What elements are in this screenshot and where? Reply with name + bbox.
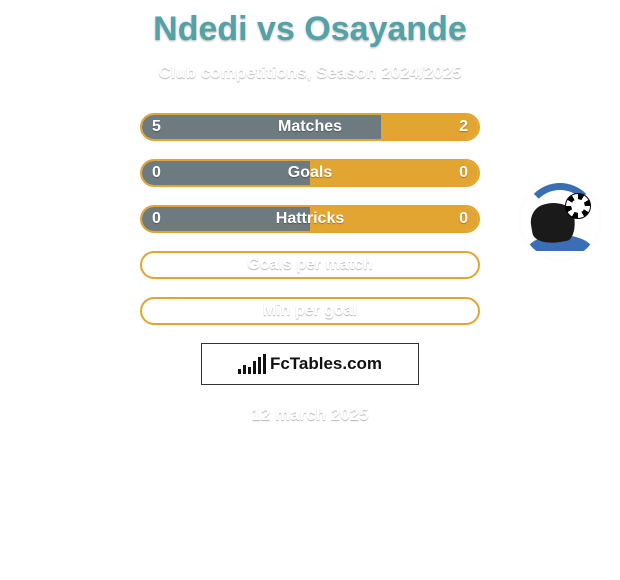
stat-row: 52Matches bbox=[140, 113, 480, 141]
fctables-label: FcTables.com bbox=[270, 354, 382, 374]
stat-row: Min per goal bbox=[140, 297, 480, 325]
stat-row: Goals per match bbox=[140, 251, 480, 279]
stat-row: 00Hattricks bbox=[140, 205, 480, 233]
stats-rows: 52Matches00Goals00HattricksGoals per mat… bbox=[0, 113, 620, 325]
player-right-name: Osayande bbox=[304, 10, 467, 48]
date-label: 12 march 2025 bbox=[0, 405, 620, 425]
stat-value-right: 0 bbox=[449, 164, 478, 182]
page-title: Ndedi vs Osayande bbox=[0, 0, 620, 49]
player-left-name: Ndedi bbox=[153, 10, 247, 48]
stat-value-left: 0 bbox=[142, 210, 171, 228]
stat-row: 00Goals bbox=[140, 159, 480, 187]
season-subtitle: Club competitions, Season 2024/2025 bbox=[0, 63, 620, 83]
vs-separator: vs bbox=[257, 10, 295, 48]
bar-chart-icon bbox=[238, 354, 266, 374]
stat-value-left: 0 bbox=[142, 164, 171, 182]
stat-value-left: 5 bbox=[142, 118, 171, 136]
stat-value-right: 2 bbox=[449, 118, 478, 136]
fctables-watermark: FcTables.com bbox=[201, 343, 419, 385]
stat-value-right: 0 bbox=[449, 210, 478, 228]
